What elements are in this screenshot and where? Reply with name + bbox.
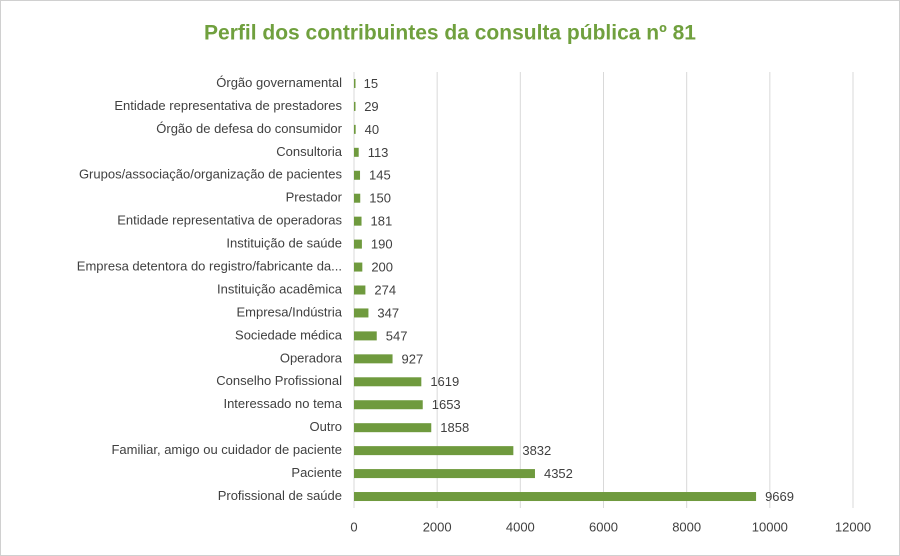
data-label: 15 xyxy=(364,76,378,91)
x-tick-label: 10000 xyxy=(752,519,788,534)
data-label: 200 xyxy=(371,259,393,274)
y-tick-label: Consultoria xyxy=(276,144,343,159)
chart-title: Perfil dos contribuintes da consulta púb… xyxy=(204,22,696,45)
data-label: 9669 xyxy=(765,489,794,504)
data-label: 1619 xyxy=(430,374,459,389)
bar xyxy=(354,331,377,341)
bar xyxy=(354,308,369,318)
bar xyxy=(354,262,363,272)
x-tick-label: 12000 xyxy=(835,519,871,534)
y-tick-label: Entidade representativa de prestadores xyxy=(114,98,342,113)
y-tick-label: Instituição de saúde xyxy=(226,236,342,251)
bar xyxy=(354,285,366,295)
y-tick-label: Profissional de saúde xyxy=(218,488,342,503)
data-label: 927 xyxy=(402,351,424,366)
x-tick-label: 8000 xyxy=(672,519,701,534)
bar xyxy=(354,193,361,203)
x-tick-label: 6000 xyxy=(589,519,618,534)
bar xyxy=(354,400,423,410)
data-label: 40 xyxy=(365,122,379,137)
bar xyxy=(354,170,361,180)
bar xyxy=(354,101,356,111)
y-tick-label: Empresa/Indústria xyxy=(237,304,343,319)
y-tick-label: Interessado no tema xyxy=(223,396,342,411)
data-label: 1653 xyxy=(432,397,461,412)
y-tick-label: Instituição acadêmica xyxy=(217,281,343,296)
data-label: 145 xyxy=(369,168,391,183)
data-label: 3832 xyxy=(522,443,551,458)
bar xyxy=(354,469,535,479)
y-tick-label: Órgão de defesa do consumidor xyxy=(156,121,342,136)
y-tick-label: Órgão governamental xyxy=(216,75,342,90)
data-label: 347 xyxy=(377,305,399,320)
bar xyxy=(354,239,362,249)
x-tick-label: 0 xyxy=(350,519,357,534)
data-label: 29 xyxy=(364,99,378,114)
y-tick-label: Grupos/associação/organização de pacient… xyxy=(79,167,343,182)
y-tick-label: Sociedade médica xyxy=(235,327,343,342)
data-label: 190 xyxy=(371,237,393,252)
bar xyxy=(354,147,359,157)
data-label: 181 xyxy=(371,214,393,229)
bar xyxy=(354,377,422,387)
bar xyxy=(354,492,757,502)
y-tick-label: Empresa detentora do registro/fabricante… xyxy=(77,258,342,273)
bar xyxy=(354,446,514,456)
data-label: 150 xyxy=(369,191,391,206)
x-tick-label: 4000 xyxy=(506,519,535,534)
data-label: 274 xyxy=(374,282,396,297)
y-tick-label: Paciente xyxy=(291,465,342,480)
data-label: 4352 xyxy=(544,466,573,481)
bar xyxy=(354,78,356,88)
x-tick-label: 2000 xyxy=(423,519,452,534)
bar xyxy=(354,354,393,364)
data-label: 547 xyxy=(386,328,408,343)
y-tick-label: Operadora xyxy=(280,350,343,365)
y-tick-label: Outro xyxy=(309,419,342,434)
bar xyxy=(354,124,356,134)
bar xyxy=(354,216,362,226)
y-tick-label: Familiar, amigo ou cuidador de paciente xyxy=(111,442,342,457)
data-label: 1858 xyxy=(440,420,469,435)
data-label: 113 xyxy=(368,145,389,160)
bar xyxy=(354,423,432,433)
y-tick-label: Entidade representativa de operadoras xyxy=(117,213,342,228)
y-tick-label: Prestador xyxy=(286,190,343,205)
y-tick-label: Conselho Profissional xyxy=(216,373,342,388)
